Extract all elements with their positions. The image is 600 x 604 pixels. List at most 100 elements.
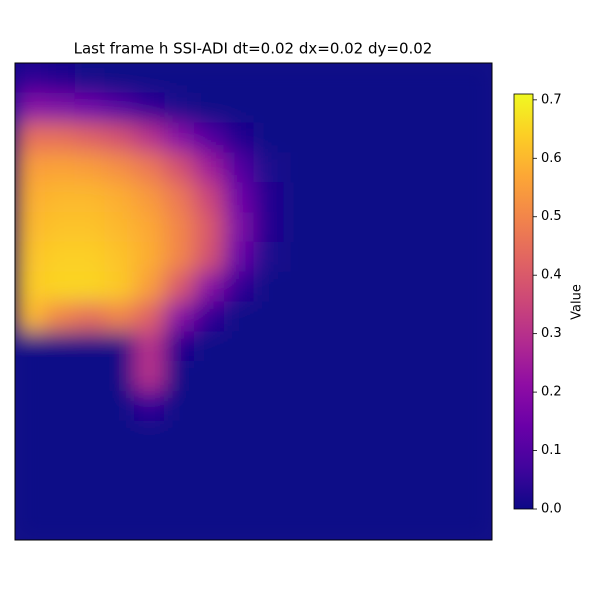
heatmap-cell [372,450,404,481]
heatmap-cell [253,182,284,213]
heatmap-cell [342,63,374,94]
heatmap-cell [104,420,135,452]
heatmap-cell [462,420,492,452]
heatmap-cell [342,212,374,243]
heatmap-cell [253,361,284,392]
heatmap-cell [104,182,135,213]
heatmap-cell [402,450,433,481]
colorbar [513,93,534,510]
heatmap-cell [402,271,433,302]
heatmap-cell [134,361,165,392]
heatmap-cell [402,510,433,540]
heatmap-cell [164,152,195,183]
heatmap-cell [313,63,344,94]
heatmap-cell [253,212,284,243]
heatmap-cell [283,92,314,124]
heatmap-cell [15,331,46,362]
colorbar-tick-label: 0.5 [541,209,562,224]
heatmap-cell [193,212,225,243]
heatmap-cell [193,420,225,452]
heatmap-cell [15,212,46,243]
heatmap-cell [15,480,46,511]
heatmap-cell [283,182,314,213]
heatmap-cell [283,361,314,392]
heatmap-cell [372,390,404,422]
heatmap-cell [104,212,135,243]
heatmap-cell [432,182,463,213]
heatmap-cell [313,301,344,332]
colorbar-tick-label: 0.7 [541,92,562,107]
colorbar-tick-label: 0.3 [541,326,562,341]
heatmap-cell [44,152,76,183]
heatmap-cell [193,480,225,511]
heatmap-cell [134,122,165,153]
heatmap-cell [372,361,404,392]
heatmap-cell [432,63,463,94]
heatmap-cell [432,510,463,540]
heatmap-cell [462,92,492,124]
heatmap-cell [164,510,195,540]
heatmap-cell [462,331,492,362]
heatmap-cell [432,301,463,332]
heatmap-cell [134,420,165,452]
heatmap-cell [253,480,284,511]
heatmap-cell [462,510,492,540]
heatmap-cell [223,152,254,183]
heatmap-cell [283,331,314,362]
heatmap-cell [15,152,46,183]
heatmap-cell [134,241,165,273]
heatmap-cell [342,390,374,422]
heatmap-cell [104,152,135,183]
heatmap-cell [134,271,165,302]
heatmap-cell [74,241,105,273]
heatmap-cell [432,390,463,422]
heatmap-cell [193,241,225,273]
heatmap-cell [402,420,433,452]
heatmap-cell [223,361,254,392]
heatmap-cell [313,331,344,362]
heatmap-cell [313,420,344,452]
heatmap-cell [74,420,105,452]
plot-area [15,63,492,540]
heatmap-cell [74,480,105,511]
heatmap-cell [74,390,105,422]
heatmap-cell [104,450,135,481]
heatmap-cell [74,92,105,124]
heatmap-cell [164,241,195,273]
heatmap-cell [462,301,492,332]
heatmap-cell [372,331,404,362]
heatmap-cell [15,450,46,481]
heatmap-cell [342,241,374,273]
heatmap-cell [462,450,492,481]
heatmap-cell [342,301,374,332]
heatmap-cell [402,390,433,422]
heatmap-cell [462,390,492,422]
heatmap-cell [193,63,225,94]
heatmap-cell [432,212,463,243]
heatmap-cell [104,271,135,302]
colorbar-tick-label: 0.1 [541,443,562,458]
heatmap-cell [283,390,314,422]
colorbar-tick-label: 0.2 [541,385,562,400]
colorbar-tick-label: 0.0 [541,502,562,517]
heatmap-cell [134,63,165,94]
heatmap-cell [223,510,254,540]
heatmap-cell [342,361,374,392]
heatmap-cell [164,301,195,332]
heatmap-cell [342,182,374,213]
heatmap-cell [342,420,374,452]
heatmap-cell [44,122,76,153]
heatmap-cell [462,122,492,153]
heatmap-cell [342,152,374,183]
heatmap-cell [223,271,254,302]
heatmap-cell [164,331,195,362]
heatmap-cell [462,212,492,243]
heatmap-cell [164,390,195,422]
heatmap-cell [372,212,404,243]
heatmap-cell [164,480,195,511]
heatmap-cell [283,450,314,481]
heatmap-cell [253,390,284,422]
heatmap-cell [313,450,344,481]
heatmap-cell [44,63,76,94]
heatmap-cell [283,152,314,183]
